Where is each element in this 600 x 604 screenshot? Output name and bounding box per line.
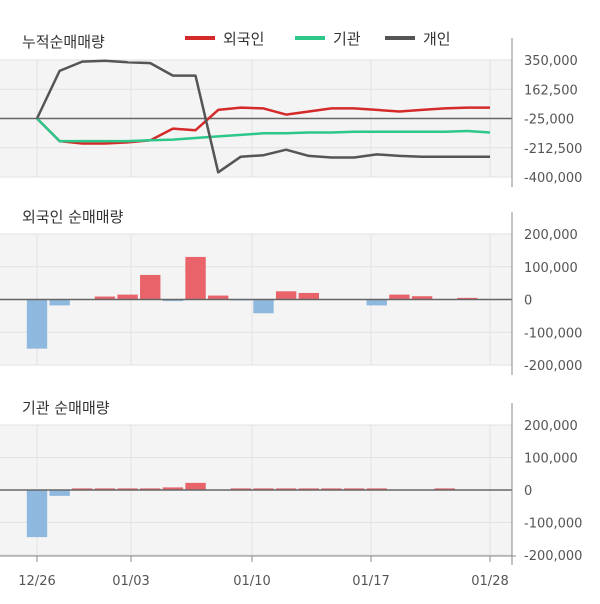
y-tick-label: -100,000 — [524, 517, 582, 532]
bar — [275, 291, 297, 300]
y-tick-label: 200,000 — [524, 419, 578, 434]
y-tick-label: -212,500 — [524, 142, 582, 157]
panel-title: 누적순매매량 — [22, 33, 105, 51]
bar — [343, 488, 365, 490]
bar — [140, 488, 161, 490]
bar — [434, 488, 455, 490]
bar — [162, 487, 184, 490]
bar — [389, 294, 410, 300]
y-tick-label: -400,000 — [524, 171, 582, 186]
bar — [49, 299, 70, 306]
panel-title: 외국인 순매매량 — [22, 208, 124, 226]
bar — [457, 297, 478, 300]
y-tick-label: -100,000 — [524, 326, 582, 341]
y-tick-label: 162,500 — [524, 83, 578, 98]
y-tick-label: 200,000 — [524, 228, 578, 243]
bar — [253, 299, 274, 314]
bar — [275, 488, 297, 490]
x-tick-label: 12/26 — [18, 574, 55, 589]
y-tick-label: 350,000 — [524, 54, 578, 69]
bar — [72, 488, 93, 490]
y-tick-label: -200,000 — [524, 549, 582, 564]
bar — [185, 482, 206, 490]
bar — [94, 296, 116, 300]
y-tick-label: 100,000 — [524, 452, 578, 467]
y-tick-label: 0 — [524, 484, 532, 499]
x-tick-label: 01/03 — [112, 574, 149, 589]
bar — [26, 299, 48, 349]
x-tick-label: 01/28 — [471, 574, 508, 589]
series-line-institution — [36, 117, 491, 143]
y-tick-label: -200,000 — [524, 359, 582, 374]
bar — [230, 488, 252, 490]
bar — [94, 488, 116, 490]
y-tick-label: -25,000 — [524, 113, 574, 128]
bar — [117, 488, 138, 490]
legend-label: 기관 — [333, 30, 361, 48]
bar — [117, 294, 138, 300]
bar — [49, 490, 70, 496]
series-line-individual — [35, 59, 490, 174]
bar — [298, 488, 319, 490]
bar — [185, 256, 206, 300]
panel-title: 기관 순매매량 — [22, 399, 110, 417]
bar — [26, 490, 48, 538]
x-tick-label: 01/17 — [352, 574, 389, 589]
y-tick-label: 100,000 — [524, 261, 578, 276]
y-tick-label: 0 — [524, 294, 532, 309]
bar — [366, 299, 387, 306]
bar — [162, 299, 184, 302]
bar — [208, 295, 229, 300]
bar — [298, 292, 319, 300]
bar — [366, 488, 387, 490]
bar — [411, 296, 433, 300]
x-tick-label: 01/10 — [233, 574, 270, 589]
legend-label: 개인 — [423, 30, 451, 48]
legend-label: 외국인 — [223, 30, 264, 48]
series-line-foreign — [36, 106, 490, 145]
bar — [253, 488, 274, 490]
bar — [321, 488, 342, 490]
bar — [140, 274, 161, 300]
